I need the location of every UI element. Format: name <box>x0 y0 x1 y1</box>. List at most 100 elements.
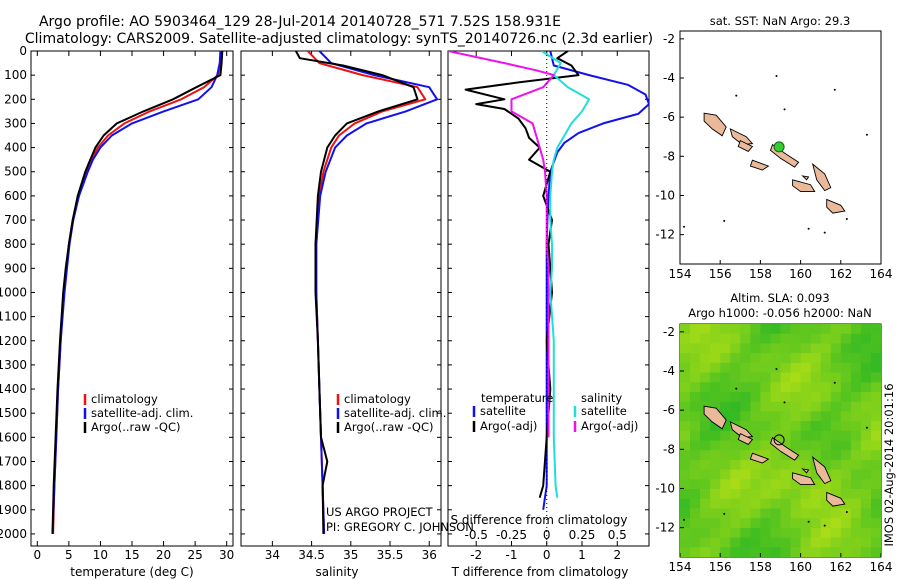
legend-header-temperature: temperature <box>481 391 553 405</box>
sla-cell <box>830 459 842 471</box>
sla-cell <box>800 353 812 364</box>
legend-label-s-argo: Argo(-adj) <box>581 419 638 433</box>
sla-cell <box>800 333 812 344</box>
sla-cell <box>720 392 731 403</box>
island-shape <box>801 468 810 474</box>
sla-cell <box>871 537 881 548</box>
sla-cell <box>860 440 872 451</box>
islet-dot <box>865 133 868 136</box>
sla-cell <box>680 333 691 344</box>
sla-cell <box>840 459 852 471</box>
sla-cell <box>730 498 741 510</box>
sla-cell <box>840 401 852 412</box>
sla-cell <box>760 479 772 490</box>
sla-cell <box>790 537 802 548</box>
sla-cell <box>720 440 731 451</box>
sla-cell <box>871 324 881 335</box>
sla-cell <box>840 547 852 557</box>
depth-tick-label: 100 <box>4 68 27 82</box>
sla-cell <box>690 401 701 412</box>
sla-cell <box>710 459 721 471</box>
sla-cell <box>830 469 842 480</box>
s-difference-xlabel: S difference from climatology <box>451 513 628 527</box>
sla-cell <box>871 362 881 374</box>
sla-cell <box>740 508 751 519</box>
sla-cell <box>740 324 751 335</box>
sla-cell <box>810 479 822 490</box>
sla-cell <box>800 324 812 335</box>
sla-cell <box>730 469 741 480</box>
sla-cell <box>840 498 852 510</box>
islet-dot <box>823 231 826 234</box>
sla-cell <box>830 450 842 461</box>
sla-cell <box>760 450 772 461</box>
sla-cell <box>820 362 832 374</box>
sla-cell <box>790 421 802 432</box>
sla-cell <box>750 489 762 500</box>
sla-cell <box>720 430 731 442</box>
sla-cell <box>850 324 862 335</box>
sla-cell <box>790 372 802 383</box>
sla-cell <box>810 353 822 364</box>
sla-cell <box>710 547 721 557</box>
sla-cell <box>830 401 842 412</box>
sla-cell <box>770 333 782 344</box>
sla-cell <box>730 401 741 412</box>
sla-cell <box>820 547 832 557</box>
islet-dot <box>783 108 786 111</box>
sla-cell <box>690 430 701 442</box>
islet-dot <box>723 512 726 515</box>
sla-cell <box>800 440 812 451</box>
islet-dot <box>865 426 868 429</box>
sla-cell <box>780 459 792 471</box>
sla-cell <box>871 343 881 354</box>
sla-cell <box>760 411 772 422</box>
sst-map-title: sat. SST: NaN Argo: 29.3 <box>710 14 851 28</box>
sla-cell <box>780 411 792 422</box>
title-line-1: Argo profile: AO 5903464_129 28-Jul-2014… <box>39 14 561 30</box>
sla-cell <box>820 498 832 510</box>
sla-cell <box>750 430 762 442</box>
sla-cell <box>860 479 872 490</box>
sla-cell <box>680 353 691 364</box>
sla-cell <box>680 527 691 539</box>
sla-cell <box>860 547 872 557</box>
sla-cell <box>740 372 751 383</box>
difference-legend: temperature salinity satellite Argo(-adj… <box>472 391 638 433</box>
temperature-panel-frame <box>30 50 234 547</box>
map-x-tick-label: 154 <box>669 267 692 281</box>
island-shape <box>792 472 816 486</box>
sla-cell <box>680 343 691 354</box>
islet-dot <box>783 401 786 404</box>
sla-cell <box>840 362 852 374</box>
sla-cell <box>850 527 862 539</box>
sla-cell <box>730 324 741 335</box>
pi-annotation: PI: GREGORY C. JOHNSON <box>326 520 474 534</box>
depth-tick-label: 700 <box>4 213 27 227</box>
sla-cell <box>790 333 802 344</box>
sla-cell <box>710 392 721 403</box>
sla-cell <box>750 392 762 403</box>
x-tick-label: 30 <box>219 548 234 562</box>
sla-cell <box>871 518 881 529</box>
sla-cell <box>740 527 751 539</box>
sla-cell <box>720 333 731 344</box>
island-shape <box>811 455 832 485</box>
sla-cell <box>680 421 691 432</box>
sla-cell <box>830 430 842 442</box>
map-y-tick-label: -6 <box>663 110 675 124</box>
sla-cell <box>820 430 832 442</box>
sla-cell <box>750 469 762 480</box>
depth-tick-label: 300 <box>4 116 27 130</box>
sla-cell <box>840 469 852 480</box>
sla-cell <box>760 498 772 510</box>
sla-cell <box>800 537 812 548</box>
series-line-argo-raw-qc- <box>295 51 419 534</box>
t-difference-xlabel: T difference from climatology <box>451 565 629 579</box>
depth-tick-label: 1500 <box>0 406 27 420</box>
sla-cell <box>730 508 741 519</box>
sla-cell <box>850 411 862 422</box>
sla-cell <box>730 518 741 529</box>
sla-cell <box>800 498 812 510</box>
sla-cell <box>750 498 762 510</box>
